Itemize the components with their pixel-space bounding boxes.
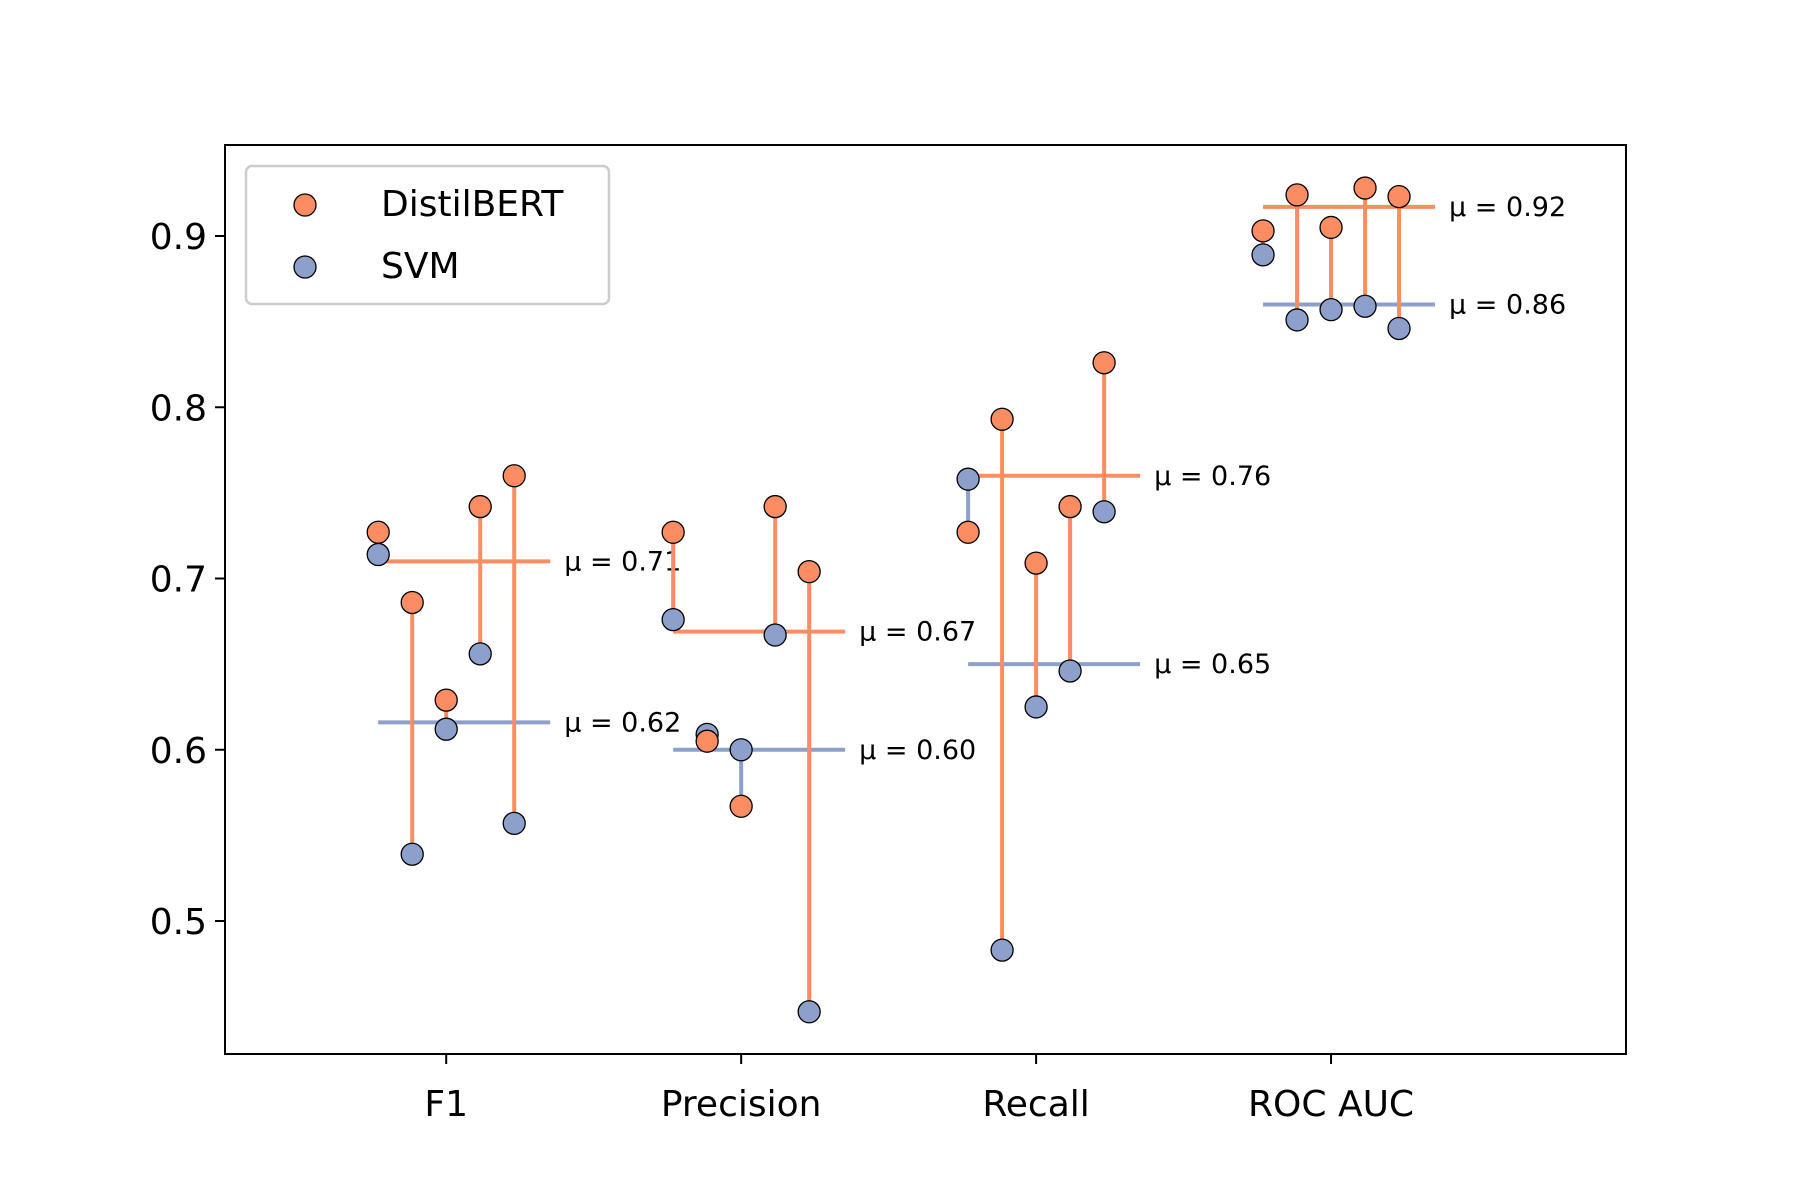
- mean-label-svm: μ = 0.60: [859, 735, 976, 766]
- point-svm: [366, 542, 390, 567]
- point-distilbert: [1353, 176, 1377, 200]
- point-distilbert: [1058, 494, 1082, 519]
- point-svm: [1058, 659, 1082, 683]
- point-distilbert: [366, 520, 390, 544]
- point-svm: [1353, 294, 1377, 318]
- point-distilbert: [502, 464, 526, 488]
- plot-frame: [224, 144, 1627, 1055]
- point-distilbert: [763, 494, 787, 519]
- point-distilbert: [1024, 551, 1048, 575]
- mean-label-svm: μ = 0.86: [1449, 290, 1566, 321]
- y-tick-label: 0.9: [150, 217, 207, 258]
- point-distilbert: [729, 794, 753, 818]
- point-svm: [468, 642, 492, 666]
- point-svm: [729, 738, 753, 762]
- y-tick-label: 0.7: [150, 560, 207, 601]
- x-tick-label: ROC AUC: [1248, 1084, 1414, 1125]
- point-svm: [661, 607, 685, 632]
- point-svm: [1024, 695, 1048, 719]
- point-svm: [434, 717, 458, 741]
- x-tick-label: Precision: [661, 1084, 822, 1125]
- point-distilbert: [956, 520, 980, 544]
- point-svm: [956, 467, 980, 491]
- mean-label-distilbert: μ = 0.71: [564, 546, 681, 577]
- y-tick-label: 0.6: [150, 731, 207, 772]
- point-distilbert: [695, 729, 719, 753]
- legend: DistilBERT SVM: [244, 164, 611, 306]
- point-svm: [763, 623, 787, 647]
- point-distilbert: [990, 407, 1014, 431]
- x-tick-label: Recall: [982, 1084, 1089, 1125]
- point-distilbert: [1319, 215, 1343, 240]
- mean-label-distilbert: μ = 0.67: [859, 617, 976, 648]
- plot-area: μ = 0.71 μ = 0.62 μ = 0.67 μ = 0.60 μ = 0.76…: [366, 176, 1566, 1024]
- point-distilbert: [1092, 351, 1116, 375]
- legend-label-distilbert: DistilBERT: [381, 184, 564, 225]
- point-distilbert: [434, 688, 458, 712]
- point-svm: [797, 1000, 821, 1024]
- y-tick-label: 0.5: [150, 902, 207, 943]
- point-svm: [400, 842, 424, 866]
- mean-label-distilbert: μ = 0.92: [1449, 192, 1566, 223]
- point-svm: [1285, 308, 1309, 332]
- point-svm: [990, 938, 1014, 962]
- legend-box: [244, 164, 611, 306]
- legend-marker-distilbert: [293, 193, 317, 217]
- legend-label-svm: SVM: [381, 246, 460, 287]
- mean-label-svm: μ = 0.65: [1154, 649, 1271, 680]
- point-distilbert: [1387, 184, 1411, 209]
- point-svm: [1387, 316, 1411, 341]
- point-distilbert: [400, 590, 424, 615]
- mean-label-distilbert: μ = 0.76: [1154, 461, 1271, 492]
- mean-label-svm: μ = 0.62: [564, 707, 681, 738]
- point-svm: [1092, 500, 1116, 524]
- point-distilbert: [797, 560, 821, 584]
- point-distilbert: [1251, 219, 1275, 243]
- point-svm: [1319, 297, 1343, 322]
- axes: F1 Precision Recall ROC AUC 0.5 0.6 0.7 0.8 0.9: [150, 217, 1414, 1125]
- x-tick-label: F1: [424, 1084, 468, 1125]
- point-distilbert: [661, 520, 685, 544]
- point-svm: [502, 811, 526, 836]
- point-distilbert: [468, 494, 492, 519]
- point-svm: [1251, 243, 1275, 267]
- point-distilbert: [1285, 183, 1309, 207]
- legend-marker-svm: [293, 255, 317, 279]
- y-tick-label: 0.8: [150, 388, 207, 429]
